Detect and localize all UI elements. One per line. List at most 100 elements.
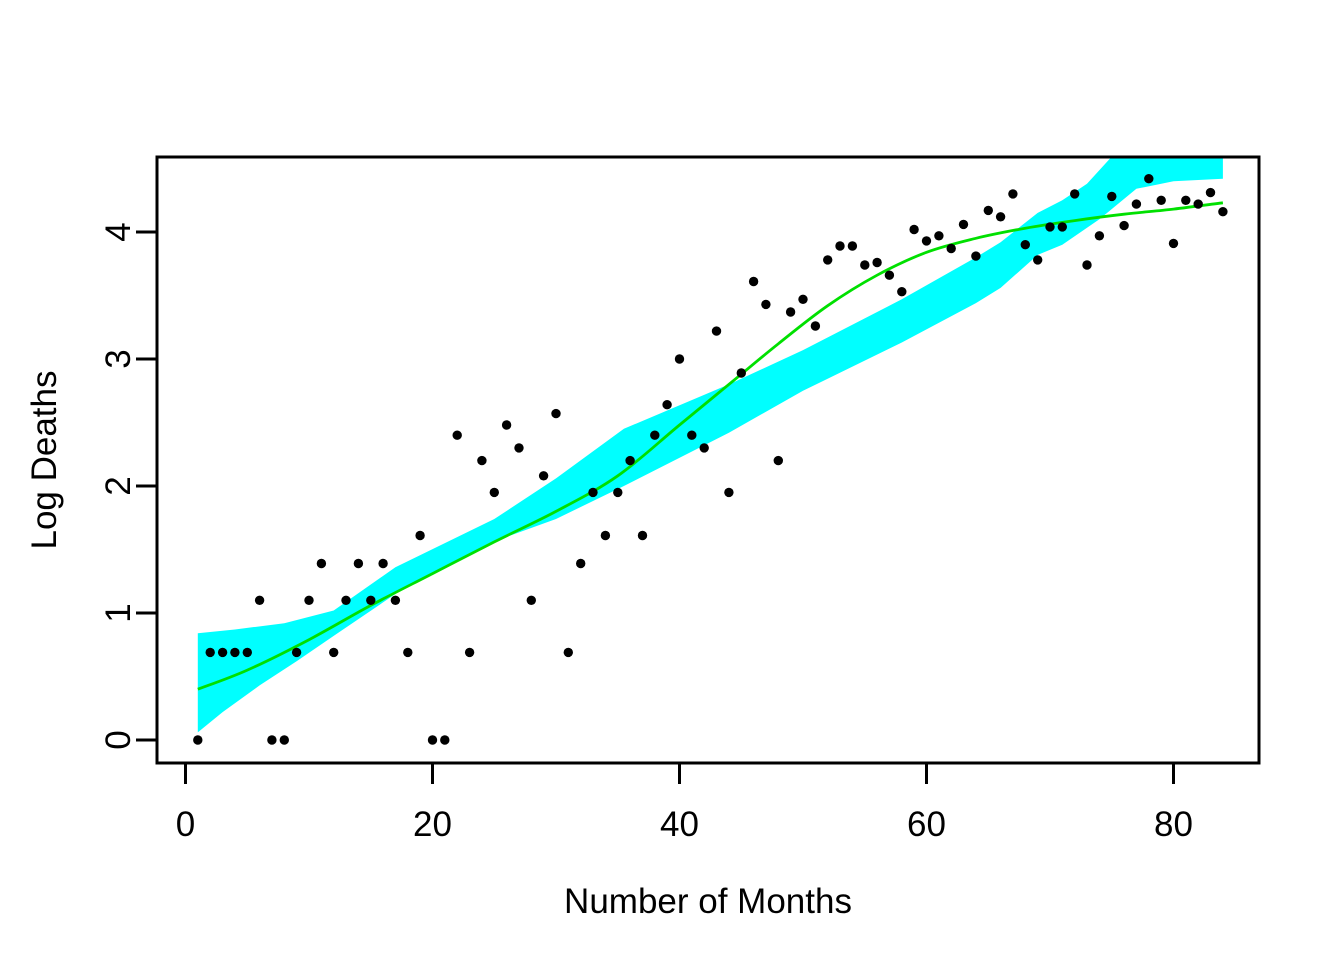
data-point <box>921 236 932 246</box>
data-point <box>563 647 573 658</box>
data-point <box>440 735 450 745</box>
data-point <box>983 205 993 216</box>
data-points <box>193 174 1228 745</box>
data-point <box>267 735 277 745</box>
data-point <box>1119 220 1129 231</box>
data-point <box>810 321 821 331</box>
data-point <box>1020 240 1030 250</box>
data-point <box>588 487 598 498</box>
data-point <box>625 455 635 466</box>
data-point <box>1082 260 1092 270</box>
data-point <box>501 420 512 430</box>
data-point <box>1107 191 1117 202</box>
data-point <box>551 408 561 419</box>
data-point <box>662 400 672 410</box>
data-point <box>415 530 425 541</box>
data-point <box>674 354 685 364</box>
data-point <box>427 735 438 745</box>
data-point <box>538 471 549 481</box>
data-point <box>316 558 327 569</box>
data-point <box>1205 187 1216 198</box>
data-point <box>872 257 882 268</box>
data-point <box>403 647 413 658</box>
data-point <box>1094 231 1105 241</box>
confidence-band <box>197 157 1223 733</box>
data-point <box>736 368 746 378</box>
data-point <box>477 455 487 466</box>
x-axis-tick-label: 80 <box>1154 805 1193 844</box>
data-point <box>576 558 586 569</box>
data-point <box>378 558 388 569</box>
data-point <box>637 530 648 541</box>
data-point <box>304 595 314 605</box>
y-axis-tick-label: 4 <box>99 222 138 241</box>
data-point <box>934 231 944 241</box>
x-axis-title: Number of Months <box>564 882 852 921</box>
y-axis-tick-label: 2 <box>99 476 138 495</box>
y-axis: 0 1 2 3 4 <box>99 222 157 750</box>
data-point <box>773 455 783 466</box>
data-point <box>1218 207 1228 217</box>
data-point <box>291 647 302 658</box>
data-point <box>254 595 265 605</box>
data-point <box>329 647 339 658</box>
data-point <box>1156 195 1166 205</box>
x-axis-tick-label: 40 <box>660 805 699 844</box>
data-point <box>600 530 611 541</box>
data-point <box>835 241 845 251</box>
x-axis-tick-label: 20 <box>413 805 452 844</box>
data-point <box>242 647 252 658</box>
data-point <box>366 595 376 605</box>
y-axis-tick-label: 3 <box>99 349 138 368</box>
data-point <box>452 430 462 440</box>
data-point <box>1181 195 1191 205</box>
data-point <box>613 487 623 498</box>
data-point <box>909 224 919 235</box>
data-point <box>230 647 240 658</box>
plot-area <box>193 157 1228 745</box>
data-point <box>353 558 364 569</box>
data-point <box>1045 222 1055 232</box>
y-axis-tick-label: 1 <box>99 603 138 622</box>
data-point <box>205 647 215 658</box>
data-point <box>724 487 734 498</box>
data-point <box>1193 199 1203 209</box>
x-axis-tick-label: 0 <box>176 805 195 844</box>
data-point <box>860 260 870 270</box>
x-axis-tick-label: 60 <box>907 805 946 844</box>
data-point <box>217 647 228 658</box>
data-point <box>279 735 289 745</box>
data-point <box>526 595 536 605</box>
data-point <box>971 251 981 261</box>
data-point <box>1057 222 1068 232</box>
data-point <box>1144 174 1154 184</box>
data-point <box>748 276 759 287</box>
data-point <box>785 307 796 317</box>
data-point <box>847 241 858 251</box>
data-point <box>711 326 722 336</box>
data-point <box>1070 189 1080 199</box>
data-point <box>798 294 808 304</box>
data-point <box>761 299 771 310</box>
data-point <box>823 255 833 265</box>
data-point <box>699 443 709 453</box>
data-point <box>650 430 660 440</box>
y-axis-tick-label: 0 <box>99 730 138 749</box>
plot-box-border <box>155 155 1261 765</box>
data-point <box>1008 189 1018 199</box>
data-point <box>995 212 1006 222</box>
data-point <box>514 443 524 453</box>
data-point <box>1131 199 1142 209</box>
data-point <box>687 430 697 440</box>
data-point <box>464 647 475 658</box>
data-point <box>1033 255 1043 265</box>
data-point <box>1168 238 1179 249</box>
x-axis: 0 20 40 60 80 <box>176 763 1193 844</box>
data-point <box>897 287 907 297</box>
data-point <box>958 219 969 230</box>
data-point <box>489 487 499 498</box>
data-point <box>341 595 351 605</box>
